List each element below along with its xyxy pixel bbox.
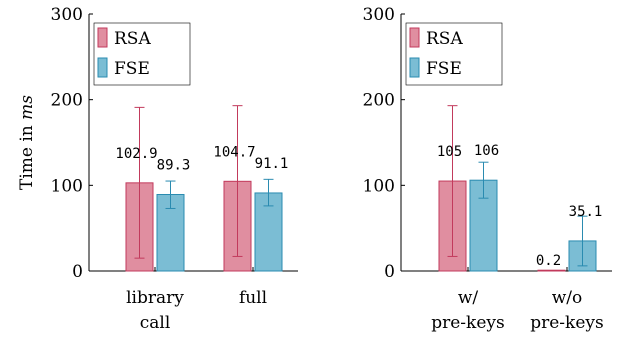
category-label: pre-keys [431, 313, 505, 333]
data-label: 89.3 [157, 157, 191, 173]
legend-swatch-rsa [97, 27, 108, 48]
bar-rsa [537, 269, 566, 272]
data-label: 0.2 [536, 253, 561, 269]
data-label: 35.1 [569, 204, 603, 220]
y-tick-label: 200 [51, 91, 83, 111]
bar-fse [156, 193, 185, 272]
legend: RSA FSE [93, 22, 191, 86]
chart-panel-2: 0 100 200 300 w/pre-keys w/o pre-keys 105 0.2 106… [363, 5, 612, 333]
legend-label: FSE [426, 59, 462, 79]
y-tick-label: 0 [72, 262, 83, 282]
y-tick-label: 300 [51, 5, 83, 25]
legend-frame [405, 22, 503, 86]
category-label: w/ [458, 288, 479, 308]
y-tick-label: 100 [51, 176, 83, 196]
legend-swatch-rsa [409, 27, 420, 48]
category-label: full [239, 288, 267, 308]
data-label: 91.1 [255, 156, 289, 172]
legend-swatch-fse [97, 57, 108, 78]
legend-swatch-fse [409, 57, 420, 78]
category-label: pre-keys [530, 313, 604, 333]
bar-fse [469, 179, 498, 272]
data-label: 105 [437, 144, 462, 160]
category-label: call [140, 313, 171, 333]
data-label: 102.9 [115, 146, 157, 162]
data-label: 106 [474, 143, 499, 159]
y-tick-label: 100 [363, 176, 395, 196]
legend-label: FSE [114, 59, 150, 79]
legend-label: RSA [426, 29, 463, 49]
y-axis-label: Time in ms [17, 95, 37, 190]
y-tick-label: 0 [384, 262, 395, 282]
legend-frame [93, 22, 191, 86]
data-label: 104.7 [213, 144, 255, 160]
legend: RSA FSE [405, 22, 503, 86]
category-label: w/o [552, 288, 583, 308]
legend-label: RSA [114, 29, 151, 49]
category-label: library [126, 288, 184, 308]
chart-panel-1: 0 100 200 300 Time in ms library call full 102.9… [17, 5, 298, 333]
y-tick-label: 200 [363, 91, 395, 111]
y-tick-label: 300 [363, 5, 395, 25]
